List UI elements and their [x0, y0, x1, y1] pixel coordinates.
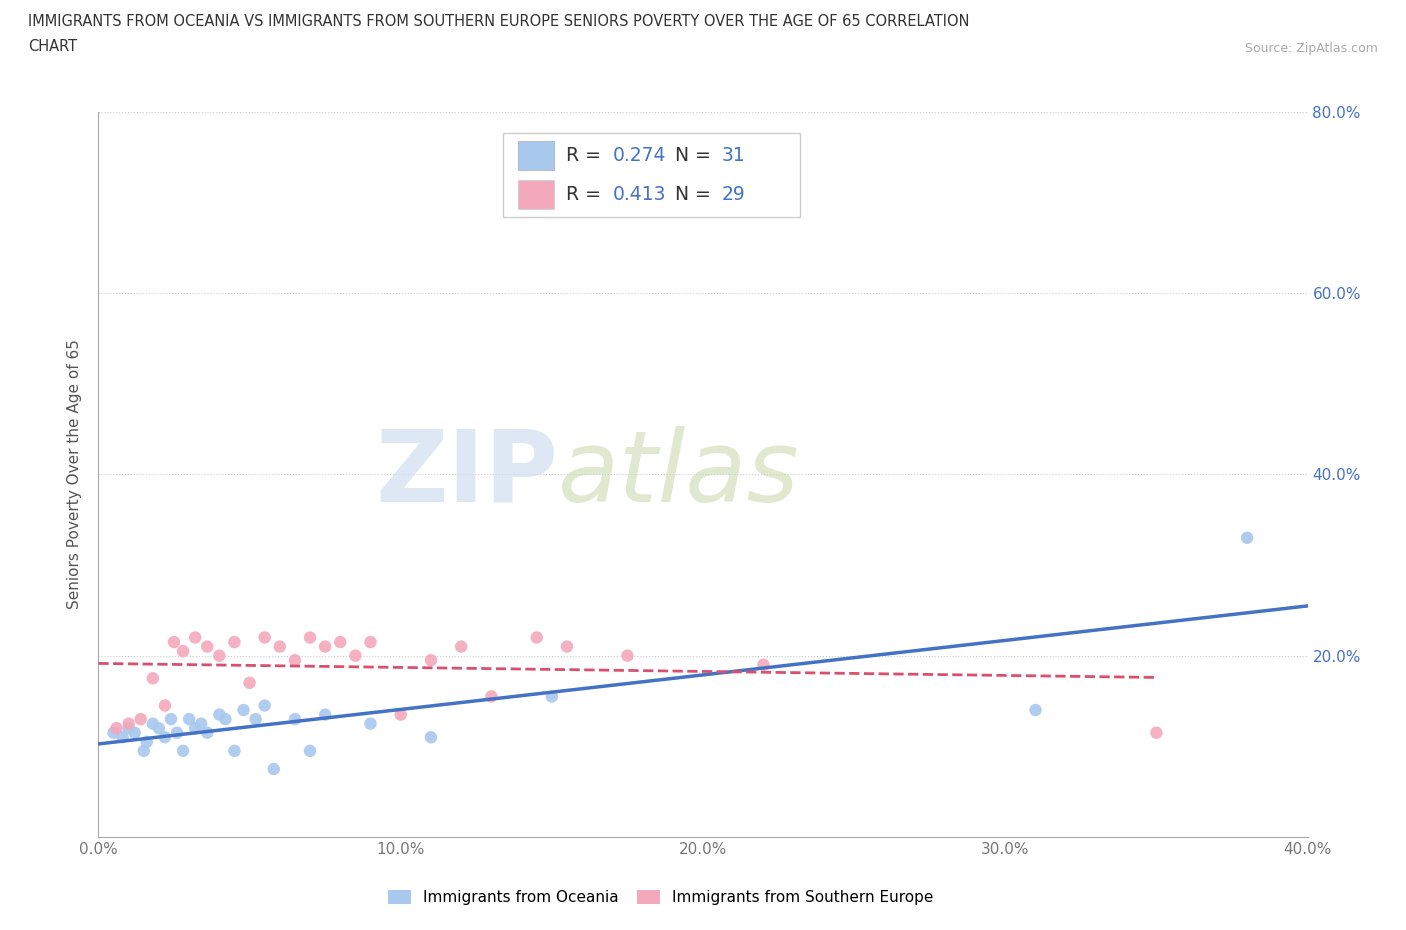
Point — [239, 675, 262, 690]
Point — [253, 698, 276, 713]
Point — [172, 743, 194, 758]
Text: N =: N = — [675, 185, 717, 204]
Point — [148, 721, 170, 736]
FancyBboxPatch shape — [517, 179, 554, 208]
Text: atlas: atlas — [558, 426, 800, 523]
Point — [153, 730, 176, 745]
Point — [450, 639, 472, 654]
Point — [420, 653, 443, 668]
Point — [153, 698, 176, 713]
Point — [208, 648, 231, 663]
Point — [263, 762, 285, 777]
Point — [526, 631, 548, 645]
Point — [111, 730, 134, 745]
Point — [481, 689, 503, 704]
Point — [232, 703, 254, 718]
Point — [195, 725, 218, 740]
Point — [105, 721, 128, 736]
FancyBboxPatch shape — [503, 133, 800, 217]
FancyBboxPatch shape — [517, 141, 554, 170]
Point — [166, 725, 188, 740]
Point — [299, 631, 322, 645]
Point — [118, 716, 141, 731]
Text: 29: 29 — [721, 185, 745, 204]
Point — [132, 743, 155, 758]
Point — [163, 634, 186, 649]
Point — [160, 711, 183, 726]
Point — [314, 707, 336, 722]
Text: ZIP: ZIP — [375, 426, 558, 523]
Text: CHART: CHART — [28, 39, 77, 54]
Point — [179, 711, 201, 726]
Legend: Immigrants from Oceania, Immigrants from Southern Europe: Immigrants from Oceania, Immigrants from… — [381, 883, 941, 913]
Point — [142, 716, 165, 731]
Point — [284, 653, 307, 668]
Text: Source: ZipAtlas.com: Source: ZipAtlas.com — [1244, 42, 1378, 55]
Point — [245, 711, 267, 726]
Text: R =: R = — [567, 146, 607, 166]
Text: IMMIGRANTS FROM OCEANIA VS IMMIGRANTS FROM SOUTHERN EUROPE SENIORS POVERTY OVER : IMMIGRANTS FROM OCEANIA VS IMMIGRANTS FR… — [28, 14, 970, 29]
Point — [118, 721, 141, 736]
Point — [540, 689, 562, 704]
Point — [135, 735, 157, 750]
Text: R =: R = — [567, 185, 607, 204]
Point — [616, 648, 638, 663]
Point — [224, 634, 246, 649]
Point — [389, 707, 412, 722]
Point — [1236, 530, 1258, 545]
Point — [103, 725, 125, 740]
Point — [190, 716, 212, 731]
Point — [360, 634, 382, 649]
Point — [224, 743, 246, 758]
Point — [172, 644, 194, 658]
Y-axis label: Seniors Poverty Over the Age of 65: Seniors Poverty Over the Age of 65 — [67, 339, 83, 609]
Point — [344, 648, 367, 663]
Point — [420, 730, 443, 745]
Point — [752, 658, 775, 672]
Point — [269, 639, 291, 654]
Point — [184, 721, 207, 736]
Point — [208, 707, 231, 722]
Point — [129, 711, 152, 726]
Text: 31: 31 — [721, 146, 745, 166]
Point — [299, 743, 322, 758]
Point — [329, 634, 352, 649]
Point — [1024, 703, 1046, 718]
Text: N =: N = — [675, 146, 717, 166]
Text: 0.274: 0.274 — [613, 146, 666, 166]
Point — [195, 639, 218, 654]
Point — [184, 631, 207, 645]
Point — [314, 639, 336, 654]
Point — [124, 725, 146, 740]
Point — [253, 631, 276, 645]
Point — [1144, 725, 1167, 740]
Point — [360, 716, 382, 731]
Point — [284, 711, 307, 726]
Point — [555, 639, 578, 654]
Text: 0.413: 0.413 — [613, 185, 666, 204]
Point — [142, 671, 165, 685]
Point — [214, 711, 236, 726]
